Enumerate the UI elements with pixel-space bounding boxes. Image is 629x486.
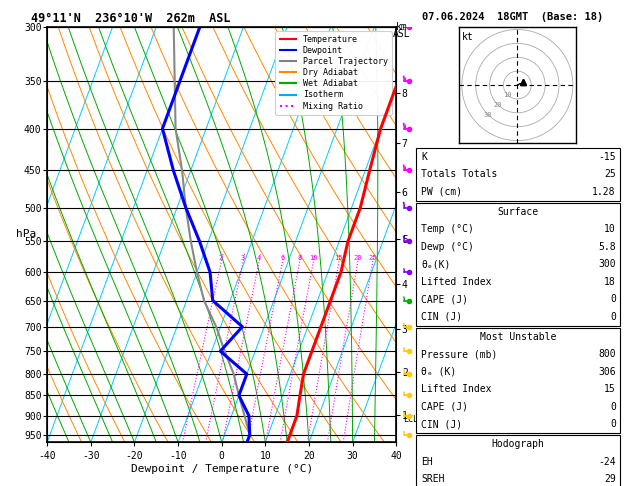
Text: kt: kt [462,32,474,42]
Text: ASL: ASL [392,29,410,39]
Text: CIN (J): CIN (J) [421,419,462,429]
Text: 306: 306 [598,367,616,377]
Text: 0: 0 [610,402,616,412]
Text: Lifted Index: Lifted Index [421,384,492,394]
Text: 20: 20 [493,102,501,108]
Text: 8: 8 [298,255,301,261]
Text: 10: 10 [309,255,318,261]
Text: K: K [421,152,427,162]
Text: Dewp (°C): Dewp (°C) [421,242,474,252]
Text: Hodograph: Hodograph [491,439,545,449]
Text: 300: 300 [598,260,616,269]
Text: PW (cm): PW (cm) [421,187,462,197]
Text: Temp (°C): Temp (°C) [421,225,474,234]
Text: 0: 0 [610,312,616,322]
Text: 25: 25 [604,170,616,179]
Text: 10: 10 [503,92,511,98]
Text: 3: 3 [241,255,245,261]
Text: 0: 0 [610,295,616,304]
Text: EH: EH [421,457,433,467]
Text: CAPE (J): CAPE (J) [421,402,469,412]
Text: θₑ(K): θₑ(K) [421,260,451,269]
Text: 1.28: 1.28 [593,187,616,197]
X-axis label: Dewpoint / Temperature (°C): Dewpoint / Temperature (°C) [131,464,313,474]
Text: 5.8: 5.8 [598,242,616,252]
Text: SREH: SREH [421,474,445,484]
Text: CAPE (J): CAPE (J) [421,295,469,304]
Text: hPa: hPa [16,229,36,240]
Text: © weatheronline.co.uk: © weatheronline.co.uk [462,467,574,476]
Text: 25: 25 [368,255,377,261]
Text: 30: 30 [483,112,492,118]
Text: Mixing Ratio (g/kg): Mixing Ratio (g/kg) [437,208,446,303]
Text: Lifted Index: Lifted Index [421,277,492,287]
Text: -24: -24 [598,457,616,467]
Text: LCL: LCL [403,415,418,424]
Text: 20: 20 [353,255,362,261]
Text: Surface: Surface [498,207,538,217]
Text: 2: 2 [219,255,223,261]
Text: 49°11'N  236°10'W  262m  ASL: 49°11'N 236°10'W 262m ASL [31,12,231,25]
Text: θₑ (K): θₑ (K) [421,367,457,377]
Text: CIN (J): CIN (J) [421,312,462,322]
Text: km: km [396,22,407,32]
Text: Pressure (mb): Pressure (mb) [421,349,498,359]
Text: 15: 15 [604,384,616,394]
Text: -15: -15 [598,152,616,162]
Legend: Temperature, Dewpoint, Parcel Trajectory, Dry Adiabat, Wet Adiabat, Isotherm, Mi: Temperature, Dewpoint, Parcel Trajectory… [276,31,392,115]
Text: 29: 29 [604,474,616,484]
Text: 0: 0 [610,419,616,429]
Text: 18: 18 [604,277,616,287]
Text: 15: 15 [335,255,343,261]
Text: 10: 10 [604,225,616,234]
Text: 07.06.2024  18GMT  (Base: 18): 07.06.2024 18GMT (Base: 18) [422,12,603,22]
Text: Most Unstable: Most Unstable [480,332,556,342]
Text: 6: 6 [280,255,284,261]
Text: 4: 4 [257,255,261,261]
Text: Totals Totals: Totals Totals [421,170,498,179]
Text: 800: 800 [598,349,616,359]
